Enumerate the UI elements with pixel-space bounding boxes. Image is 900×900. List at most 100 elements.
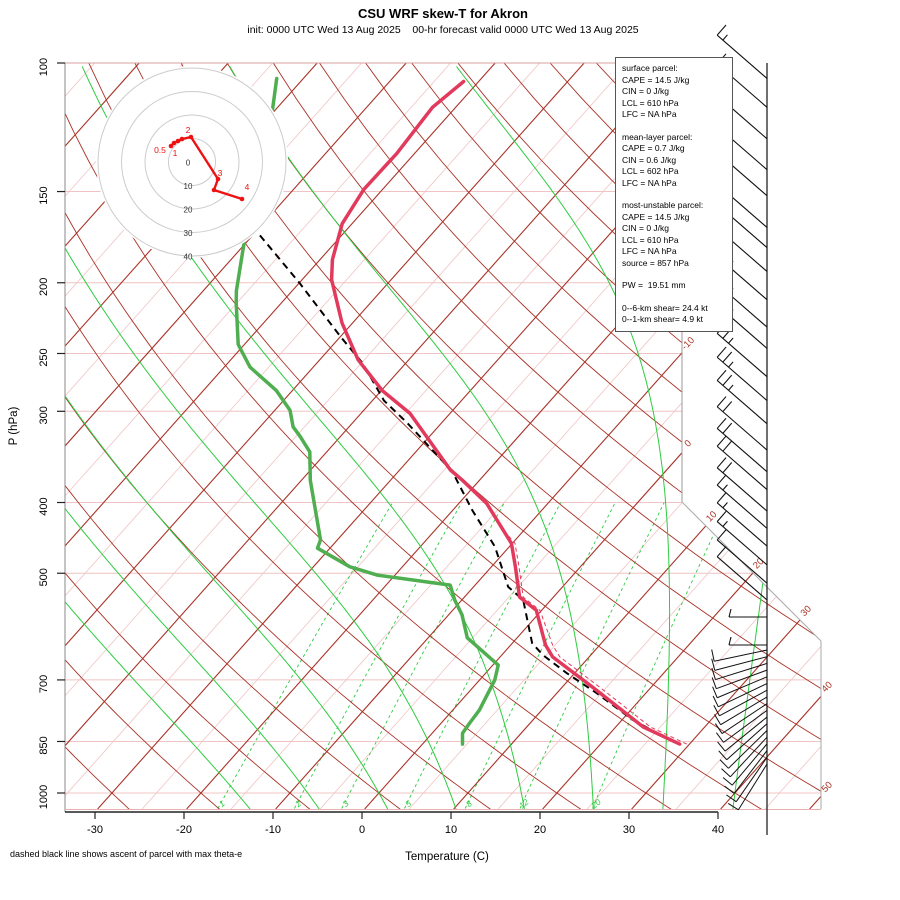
isotherm-major	[65, 63, 496, 809]
dry-adiabat	[734, 63, 821, 809]
dry-adiabat	[65, 63, 585, 809]
info-line: source = 857 hPa	[622, 257, 689, 268]
info-line: LFC = NA hPa	[622, 177, 677, 188]
info-line: 0--6-km shear= 24.4 kt	[622, 302, 708, 313]
isotherm-minor	[586, 63, 821, 809]
isotherm-minor	[65, 63, 540, 809]
mixing-ratio-line	[217, 502, 393, 809]
isotherm-major	[542, 63, 821, 809]
dry-adiabat	[65, 63, 223, 809]
moist-adiabat	[65, 66, 323, 809]
pressure-tick-label: 500	[38, 568, 50, 586]
info-line: CAPE = 0.7 J/kg	[622, 143, 685, 153]
info-section-gap	[622, 189, 728, 200]
dry-adiabat	[272, 63, 821, 809]
pressure-tick-label: 1000	[38, 785, 50, 809]
info-line: most-unstable parcel:	[622, 200, 704, 210]
isotherm-minor	[65, 63, 718, 809]
pressure-tick-label: 150	[38, 186, 50, 204]
isotherm-exit-label: 50	[820, 780, 835, 795]
mixing-ratio-line	[464, 502, 616, 809]
temp-tick-label: 0	[359, 824, 365, 836]
isotherm-minor	[65, 63, 184, 809]
mixing-ratio-line	[341, 502, 505, 809]
temp-tick-label: 20	[534, 824, 546, 836]
isotherm-minor	[65, 63, 629, 809]
pressure-tick-label: 100	[38, 58, 50, 76]
chart-title: CSU WRF skew-T for Akron	[358, 6, 528, 21]
info-section-gap	[622, 269, 728, 280]
hodograph-point	[215, 176, 221, 182]
hodograph-ring-label: 10	[184, 182, 193, 191]
hodograph-ring	[144, 114, 240, 210]
info-line: mean-layer parcel:	[622, 131, 693, 142]
hodograph-ring-label: 0	[186, 159, 191, 168]
info-line: CAPE = 14.5 J/kg	[622, 74, 690, 85]
mixing-ratio-label: 2	[292, 798, 303, 810]
mixing-ratio-label: 5	[403, 798, 413, 809]
dry-adiabat	[65, 63, 675, 809]
moist-adiabat	[731, 66, 793, 809]
pressure-tick-label: 250	[38, 348, 50, 366]
hodograph-altitude-label: 3	[218, 168, 223, 178]
dry-adiabat	[65, 63, 133, 809]
mixing-ratio-line	[519, 502, 665, 809]
isotherm-exit-label: 40	[820, 680, 835, 695]
grid-layer	[0, 63, 900, 812]
temperature-curve	[329, 79, 682, 746]
isotherm-major	[809, 63, 821, 809]
dry-adiabat	[65, 63, 313, 809]
info-line: CIN = 0 J/kg	[622, 86, 670, 96]
isotherm-minor	[230, 63, 821, 809]
isotherm-major	[65, 63, 585, 809]
mixing-ratio-line	[294, 502, 463, 809]
dry-adiabat	[226, 63, 821, 809]
info-section-gap	[622, 292, 728, 303]
dry-adiabat	[780, 63, 821, 809]
mixing-ratio-label: 1	[217, 798, 227, 809]
isotherm-major	[631, 63, 821, 809]
hodograph-point	[239, 196, 245, 202]
hodograph-ring-label: 40	[184, 253, 193, 262]
dry-adiabat	[827, 63, 900, 812]
hodograph-point	[175, 138, 181, 144]
dry-adiabat	[65, 63, 494, 809]
dry-adiabat	[365, 63, 821, 809]
hodograph-point	[188, 134, 194, 140]
info-line: LFC = NA hPa	[622, 246, 677, 256]
info-line: LCL = 602 hPa	[622, 166, 679, 176]
moist-adiabat	[65, 66, 391, 809]
hodograph-ring-label: 20	[184, 206, 193, 215]
temp-tick-label: 30	[623, 824, 635, 836]
pressure-tick-label: 300	[38, 406, 50, 424]
hodograph-point	[168, 143, 174, 149]
info-line: LCL = 610 hPa	[622, 97, 679, 108]
temp-tick-label: 10	[445, 824, 457, 836]
dry-adiabat	[180, 63, 821, 809]
moist-adiabat	[456, 66, 671, 809]
pressure-tick-label: 700	[38, 675, 50, 693]
mixing-ratio-label: 3	[341, 798, 351, 809]
info-line: surface parcel:	[622, 63, 678, 73]
hodograph-ring-label: 30	[184, 229, 193, 238]
temp-tick-label: -10	[265, 824, 281, 836]
isotherm-minor	[0, 63, 6, 809]
mixing-ratio-line	[592, 502, 730, 809]
isotherm-minor	[497, 63, 821, 809]
dry-adiabat	[134, 63, 821, 809]
isotherm-major	[65, 63, 674, 809]
hodograph-point	[211, 187, 217, 193]
hodograph-point	[179, 136, 185, 142]
isotherm-minor	[65, 63, 451, 809]
hodograph-ring	[97, 67, 287, 257]
mixing-ratio-line	[404, 502, 562, 809]
isotherm-major	[275, 63, 821, 809]
moist-adiabat	[65, 66, 254, 809]
hodograph-altitude-label: 0.5	[154, 145, 166, 155]
mixing-ratio-label: 12	[517, 797, 531, 811]
x-axis-label: Temperature (C)	[405, 851, 489, 863]
info-section-gap	[622, 121, 728, 132]
